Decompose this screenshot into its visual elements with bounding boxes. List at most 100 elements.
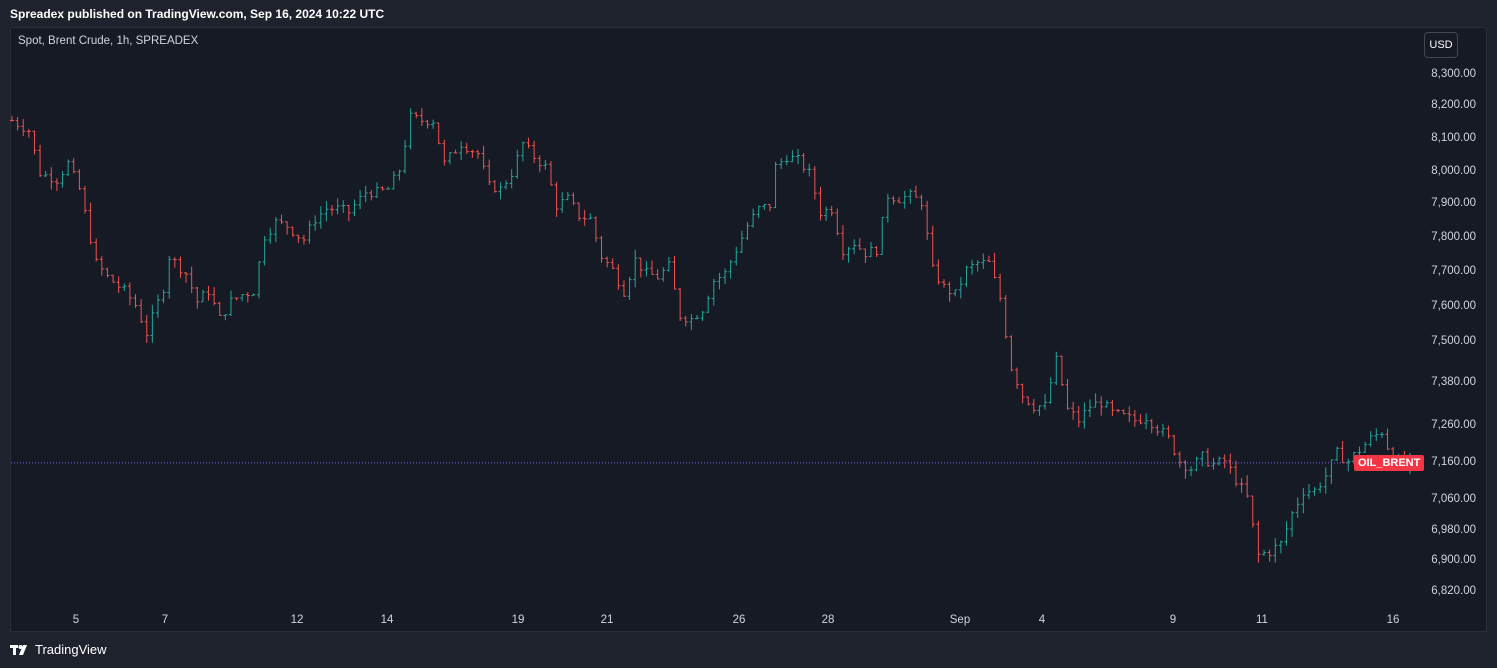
ohlc-bar — [386, 186, 391, 190]
ohlc-bar — [10, 115, 14, 122]
ohlc-bar — [958, 276, 963, 299]
ohlc-bar — [161, 289, 166, 304]
ohlc-bar — [245, 292, 250, 303]
ohlc-bar — [908, 188, 913, 204]
price-tick-label: 7,380.00 — [1431, 376, 1476, 388]
ohlc-bar — [762, 203, 767, 210]
ohlc-bar — [178, 256, 183, 278]
ohlc-bar — [1211, 457, 1216, 470]
ohlc-bar — [812, 166, 817, 200]
ohlc-bar — [487, 159, 492, 186]
ohlc-bar — [127, 282, 132, 306]
ohlc-bar — [21, 119, 26, 137]
ohlc-bar — [1295, 497, 1300, 518]
ohlc-bar — [195, 286, 200, 309]
ohlc-bar — [217, 301, 222, 317]
ohlc-bar — [992, 252, 997, 279]
ohlc-bar — [897, 196, 902, 204]
ohlc-bar — [638, 257, 643, 278]
ohlc-bar — [1363, 441, 1368, 453]
ohlc-bar — [964, 265, 969, 288]
ohlc-bar — [1256, 520, 1261, 563]
ohlc-bar — [1385, 428, 1390, 451]
time-tick-label: 12 — [291, 614, 304, 626]
ohlc-bar — [1031, 398, 1036, 414]
ohlc-bar — [981, 253, 986, 269]
ohlc-bar — [1082, 402, 1087, 429]
publisher-header: Spreadex published on TradingView.com, S… — [10, 7, 385, 21]
ohlc-bar — [228, 290, 233, 316]
ohlc-bar — [498, 182, 503, 200]
ohlc-bar — [1043, 393, 1048, 410]
price-tick-label: 7,900.00 — [1431, 197, 1476, 209]
ohlc-bar — [1205, 448, 1210, 467]
ohlc-bar — [824, 206, 829, 221]
ohlc-bar — [1037, 405, 1042, 416]
ohlc-bar — [419, 108, 424, 127]
ohlc-bar — [1071, 401, 1076, 420]
ohlc-bar — [863, 248, 868, 264]
ohlc-bar — [560, 192, 565, 213]
ohlc-bar — [627, 276, 632, 300]
ohlc-bar — [240, 294, 245, 302]
ohlc-bar — [408, 108, 413, 150]
price-tick-label: 7,060.00 — [1431, 493, 1476, 505]
ohlc-bar — [1155, 424, 1160, 436]
ohlc-bar — [947, 281, 952, 302]
price-tick-label: 7,500.00 — [1431, 335, 1476, 347]
ohlc-bar — [605, 256, 610, 268]
ohlc-bar — [279, 214, 284, 225]
ohlc-bar — [380, 186, 385, 191]
ohlc-bar — [54, 178, 59, 191]
ohlc-bar — [453, 149, 458, 154]
ohlc-bar — [273, 217, 278, 243]
ohlc-bar — [986, 255, 991, 262]
ohlc-bar — [150, 304, 155, 343]
ohlc-bar — [869, 241, 874, 258]
ohlc-bar — [655, 269, 660, 280]
ohlc-bar — [144, 315, 149, 343]
ohlc-bar — [459, 141, 464, 160]
ohlc-bar — [206, 285, 211, 301]
price-tick-label: 7,700.00 — [1431, 265, 1476, 277]
price-tick-label: 8,100.00 — [1431, 132, 1476, 144]
currency-button[interactable]: USD — [1424, 32, 1458, 58]
ohlc-bar — [779, 158, 784, 170]
ohlc-bar — [672, 256, 677, 290]
footer-brand[interactable]: TradingView — [10, 642, 107, 657]
ohlc-bar — [857, 238, 862, 250]
ohlc-bar — [700, 310, 705, 321]
ohlc-bar — [840, 225, 845, 260]
ohlc-bar — [1239, 478, 1244, 493]
chart-legend[interactable]: Spot, Brent Crude, 1h, SPREADEX — [18, 35, 199, 47]
ohlc-bar — [801, 152, 806, 173]
ohlc-bar — [307, 220, 312, 244]
ohlc-bar — [1228, 453, 1233, 474]
ohlc-bar — [1138, 414, 1143, 425]
ohlc-bar — [1368, 431, 1373, 447]
ohlc-bar — [318, 206, 323, 229]
ohlc-bar — [234, 297, 239, 301]
ohlc-bar — [257, 261, 262, 299]
ohlc-bar — [290, 226, 295, 237]
ohlc-bar — [1262, 549, 1267, 556]
ohlc-bar — [60, 171, 65, 188]
ohlc-bar — [1054, 351, 1059, 385]
price-axis: 8,300.00 8,200.00 8,100.00 8,000.00 7,900.00… — [1431, 68, 1476, 597]
ohlc-bar — [1233, 460, 1238, 487]
chart-pane[interactable] — [10, 27, 1487, 632]
ohlc-bar — [71, 158, 76, 174]
price-tick-label: 8,200.00 — [1431, 99, 1476, 111]
ohlc-bar — [481, 145, 486, 170]
ohlc-bar — [593, 216, 598, 243]
ohlc-bar — [1087, 399, 1092, 418]
ohlc-bar — [285, 221, 290, 235]
ohlc-bar — [548, 161, 553, 186]
ohlc-bar — [919, 194, 924, 211]
ohlc-bar — [111, 274, 116, 283]
ohlc-bar — [15, 116, 20, 131]
ohlc-bar — [32, 130, 37, 155]
ohlc-bar — [324, 201, 329, 222]
ohlc-bar — [189, 266, 194, 294]
